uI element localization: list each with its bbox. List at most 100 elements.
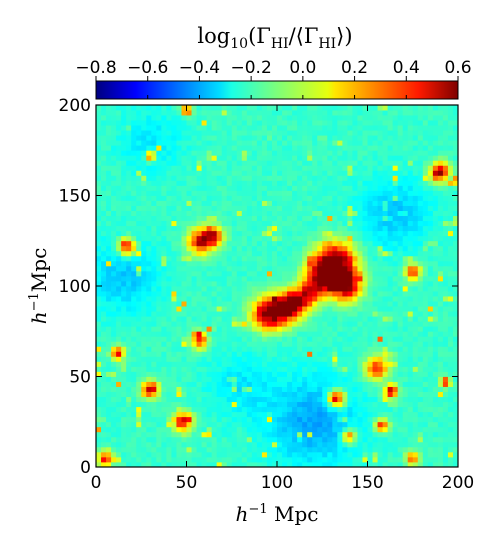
heatmap-cell <box>277 356 283 362</box>
heatmap-cell <box>377 411 383 418</box>
heatmap-cell <box>226 426 233 433</box>
heatmap-cell <box>176 426 182 433</box>
heatmap-cell <box>342 255 348 262</box>
heatmap-cell <box>191 381 197 387</box>
heatmap-cell <box>241 165 248 171</box>
heatmap-cell <box>332 145 338 151</box>
heatmap-cell <box>151 451 157 458</box>
heatmap-cell <box>307 205 313 211</box>
heatmap-cell <box>196 180 202 186</box>
heatmap-cell <box>397 220 404 227</box>
heatmap-cell <box>121 215 127 222</box>
heatmap-cell <box>256 351 263 357</box>
heatmap-cell <box>422 235 429 242</box>
heatmap-cell <box>362 240 368 247</box>
heatmap-cell <box>161 170 167 176</box>
heatmap-cell <box>201 160 208 166</box>
heatmap-cell <box>141 421 147 428</box>
heatmap-cell <box>442 431 449 438</box>
heatmap-cell <box>236 441 243 448</box>
heatmap-cell <box>266 220 273 227</box>
heatmap-cell <box>287 356 293 362</box>
heatmap-cell <box>171 265 177 272</box>
heatmap-cell <box>342 396 348 403</box>
heatmap-cell <box>407 351 414 357</box>
heatmap-cell <box>201 351 208 357</box>
heatmap-cell <box>327 275 333 282</box>
heatmap-cell <box>241 230 248 237</box>
heatmap-cell <box>287 286 293 292</box>
heatmap-cell <box>161 436 167 443</box>
heatmap-cell <box>161 190 167 196</box>
heatmap-cell <box>231 391 238 398</box>
heatmap-cell <box>186 371 192 377</box>
heatmap-cell <box>422 446 429 453</box>
heatmap-cell <box>236 265 243 272</box>
heatmap-cell <box>246 175 253 181</box>
heatmap-cell <box>161 446 167 453</box>
heatmap-cell <box>317 386 323 392</box>
heatmap-cell <box>367 180 373 186</box>
heatmap-cell <box>241 180 248 186</box>
heatmap-cell <box>377 265 383 272</box>
heatmap-cell <box>282 296 288 302</box>
heatmap-cell <box>241 376 248 382</box>
heatmap-cell <box>196 125 202 131</box>
heatmap-cell <box>277 376 283 382</box>
heatmap-cell <box>221 461 228 468</box>
heatmap-cell <box>231 145 238 151</box>
heatmap-cell <box>337 421 343 428</box>
heatmap-cell <box>121 190 127 196</box>
heatmap-cell <box>116 396 122 403</box>
heatmap-cell <box>437 150 444 156</box>
heatmap-cell <box>116 150 122 156</box>
heatmap-cell <box>136 125 142 131</box>
heatmap-cell <box>442 215 449 222</box>
heatmap-cell <box>382 411 389 418</box>
heatmap-cell <box>422 265 429 272</box>
heatmap-cell <box>327 260 333 267</box>
heatmap-cell <box>452 446 459 453</box>
heatmap-cell <box>171 346 177 352</box>
heatmap-cell <box>156 215 162 222</box>
heatmap-cell <box>171 210 177 217</box>
heatmap-cell <box>231 270 238 277</box>
heatmap-cell <box>191 331 197 337</box>
heatmap-cell <box>161 381 167 387</box>
heatmap-cell <box>387 446 394 453</box>
heatmap-cell <box>226 265 233 272</box>
heatmap-cell <box>261 215 268 222</box>
heatmap-cell <box>166 316 172 322</box>
heatmap-cell <box>307 250 313 257</box>
heatmap-cell <box>236 205 243 211</box>
heatmap-cell <box>131 381 137 387</box>
heatmap-cell <box>246 230 253 237</box>
heatmap-cell <box>337 436 343 443</box>
heatmap-cell <box>116 270 122 277</box>
heatmap-cell <box>377 306 383 312</box>
heatmap-cell <box>437 240 444 247</box>
heatmap-cell <box>312 170 318 176</box>
heatmap-cell <box>287 451 293 458</box>
heatmap-cell <box>161 120 167 126</box>
heatmap-cell <box>186 240 192 247</box>
heatmap-cell <box>432 421 439 428</box>
heatmap-cell <box>282 306 288 312</box>
heatmap-cell <box>317 275 323 282</box>
heatmap-cell <box>271 195 278 201</box>
heatmap-cell <box>432 446 439 453</box>
heatmap-cell <box>236 446 243 453</box>
heatmap-cell <box>342 125 348 131</box>
heatmap-cell <box>347 270 353 277</box>
heatmap-cell <box>121 245 127 252</box>
heatmap-cell <box>126 215 132 222</box>
heatmap-cell <box>352 401 358 408</box>
heatmap-cell <box>327 301 333 307</box>
heatmap-cell <box>201 406 208 413</box>
heatmap-cell <box>302 401 308 408</box>
heatmap-cell <box>417 401 424 408</box>
heatmap-cell <box>422 220 429 227</box>
heatmap-cell <box>347 421 353 428</box>
heatmap-cell <box>101 351 107 357</box>
heatmap-cell <box>392 130 399 136</box>
